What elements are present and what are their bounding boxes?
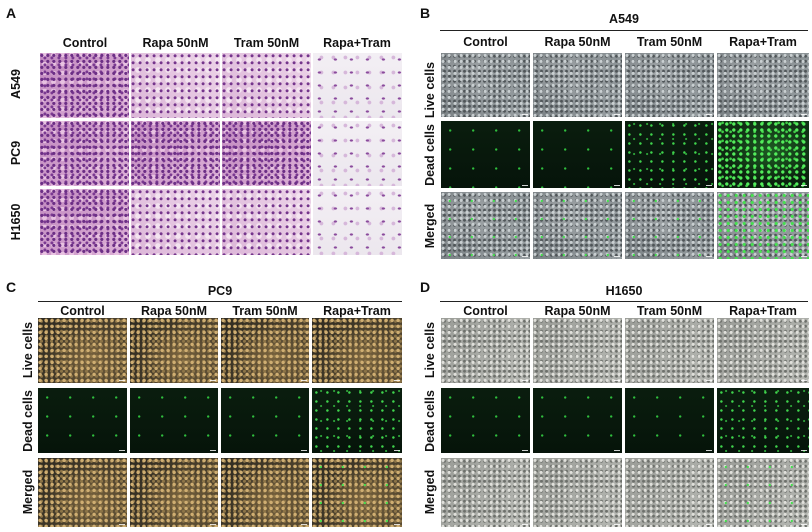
h1650-dead-rapa-tram-image — [717, 388, 809, 453]
pc9-dead-control-image — [38, 388, 127, 453]
pc9-live-tram-image — [221, 318, 309, 383]
a549-live-rapa-tram-image — [717, 53, 809, 117]
he-image-h1650-rapa-tram — [313, 189, 402, 255]
a549-merged-rapa-image — [533, 192, 622, 259]
h1650-dead-tram-image — [625, 388, 714, 453]
a549-dead-rapa-tram-image — [717, 121, 809, 188]
panel-label-a: A — [6, 5, 17, 21]
h1650-live-rapa-image — [533, 318, 622, 383]
panel-b-column-header: Control — [463, 35, 508, 49]
he-image-a549-control — [40, 53, 129, 118]
h1650-live-tram-image — [625, 318, 714, 383]
panel-a-column-header: Rapa+Tram — [323, 36, 391, 50]
panel-label-b: B — [420, 5, 431, 21]
h1650-merged-control-image — [441, 458, 530, 527]
panel-d-column-header: Rapa 50nM — [544, 304, 611, 318]
panel-b-column-header: Rapa+Tram — [729, 35, 797, 49]
pc9-live-control-image — [38, 318, 127, 383]
h1650-live-rapa-tram-image — [717, 318, 809, 383]
h1650-dead-rapa-image — [533, 388, 622, 453]
a549-merged-tram-image — [625, 192, 714, 259]
panel-c-column-header: Rapa 50nM — [141, 304, 207, 318]
panel-c-row-label: Merged — [21, 469, 35, 515]
pc9-live-rapa-image — [130, 318, 218, 383]
a549-merged-control-image — [441, 192, 530, 259]
panel-d-cell-line-title: H1650 — [605, 284, 643, 298]
a549-merged-rapa-tram-image — [717, 192, 809, 259]
pc9-merged-rapa-image — [130, 458, 218, 527]
panel-a-row-label: H1650 — [9, 203, 23, 241]
panel-c-column-header: Rapa+Tram — [323, 304, 391, 318]
panel-b-title-rule — [440, 30, 808, 31]
he-image-h1650-control — [40, 189, 129, 255]
panel-a-column-header: Tram 50nM — [233, 36, 300, 50]
panel-a-column-header: Control — [62, 36, 108, 50]
a549-dead-control-image — [441, 121, 530, 188]
pc9-dead-rapa-tram-image — [312, 388, 402, 453]
h1650-live-control-image — [441, 318, 530, 383]
he-image-a549-rapa-tram — [313, 53, 402, 118]
panel-a-row-label: A549 — [9, 69, 23, 99]
panel-b-cell-line-title: A549 — [609, 12, 639, 26]
panel-c-column-header: Control — [60, 304, 105, 318]
panel-c-title-rule — [38, 301, 402, 302]
a549-live-tram-image — [625, 53, 714, 117]
panel-d-row-label: Dead cells — [423, 390, 437, 452]
panel-a-row-label: PC9 — [9, 140, 23, 166]
he-image-h1650-tram — [222, 189, 311, 255]
he-image-h1650-rapa — [131, 189, 220, 255]
he-image-pc9-tram — [222, 121, 311, 186]
h1650-merged-rapa-tram-image — [717, 458, 809, 527]
panel-c-column-header: Tram 50nM — [232, 304, 298, 318]
panel-b-column-header: Tram 50nM — [636, 35, 703, 49]
panel-d-column-header: Rapa+Tram — [729, 304, 797, 318]
panel-b-column-header: Rapa 50nM — [544, 35, 611, 49]
panel-c-cell-line-title: PC9 — [207, 284, 233, 298]
h1650-merged-tram-image — [625, 458, 714, 527]
panel-d-column-header: Tram 50nM — [636, 304, 703, 318]
he-image-pc9-rapa — [131, 121, 220, 186]
panel-d-row-label: Live cells — [423, 321, 437, 379]
he-image-a549-rapa — [131, 53, 220, 118]
panel-b-row-label: Dead cells — [423, 124, 437, 186]
panel-c-row-label: Live cells — [21, 321, 35, 379]
a549-live-control-image — [441, 53, 530, 117]
panel-label-d: D — [420, 279, 431, 295]
pc9-merged-tram-image — [221, 458, 309, 527]
panel-d-row-label: Merged — [423, 469, 437, 515]
panel-label-c: C — [6, 279, 17, 295]
he-image-pc9-rapa-tram — [313, 121, 402, 186]
a549-dead-rapa-image — [533, 121, 622, 188]
panel-a-column-header: Rapa 50nM — [142, 36, 209, 50]
h1650-dead-control-image — [441, 388, 530, 453]
a549-dead-tram-image — [625, 121, 714, 188]
pc9-live-rapa-tram-image — [312, 318, 402, 383]
h1650-merged-rapa-image — [533, 458, 622, 527]
a549-live-rapa-image — [533, 53, 622, 117]
he-image-a549-tram — [222, 53, 311, 118]
pc9-dead-rapa-image — [130, 388, 218, 453]
he-image-pc9-control — [40, 121, 129, 186]
panel-d-title-rule — [440, 301, 808, 302]
panel-d-column-header: Control — [463, 304, 508, 318]
panel-c-row-label: Dead cells — [21, 390, 35, 452]
pc9-merged-control-image — [38, 458, 127, 527]
pc9-dead-tram-image — [221, 388, 309, 453]
pc9-merged-rapa-tram-image — [312, 458, 402, 527]
panel-b-row-label: Merged — [423, 203, 437, 249]
